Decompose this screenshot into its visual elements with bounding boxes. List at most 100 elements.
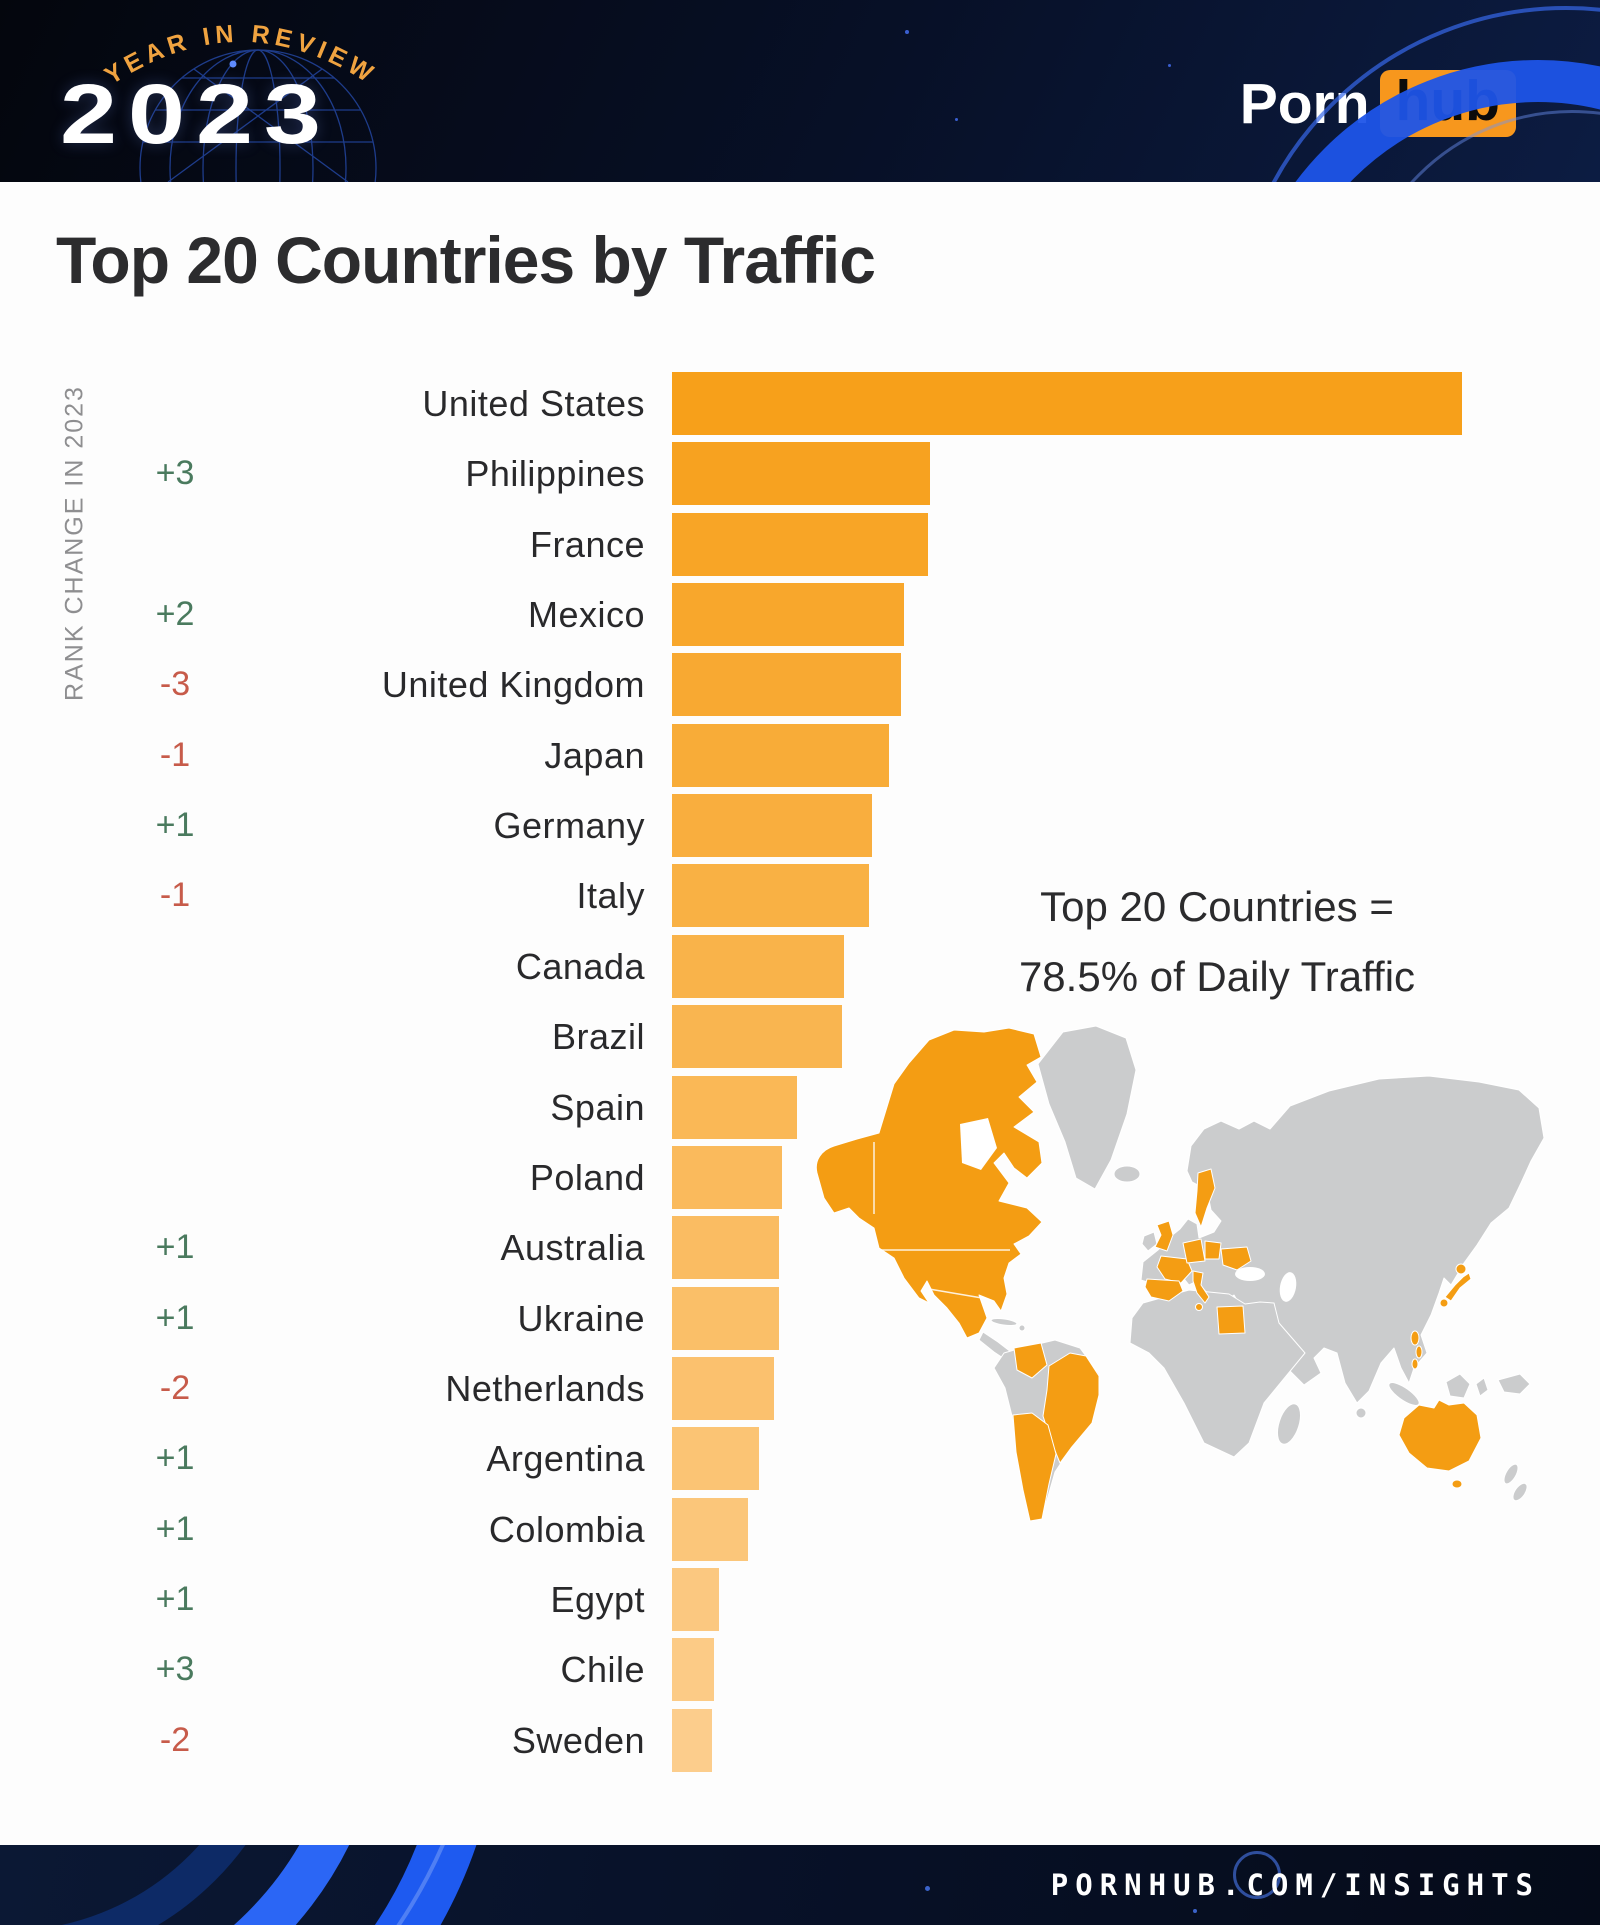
insights-url: PORNHUB.COM/INSIGHTS [1050, 1868, 1540, 1902]
traffic-bar [672, 442, 931, 506]
map-hudson-bay [960, 1118, 997, 1170]
chart-row: +1 Egypt [0, 1567, 1600, 1631]
map-region-philippines [1415, 1345, 1423, 1359]
map-black-sea [1235, 1267, 1265, 1281]
map-region-philippines [1411, 1358, 1419, 1370]
year-in-review-arc: YEAR IN REVIEW [100, 20, 377, 90]
traffic-bar [672, 1075, 797, 1139]
traffic-bar [672, 723, 890, 787]
map-region-italy [1192, 1270, 1210, 1304]
traffic-share-annotation: Top 20 Countries = 78.5% of Daily Traffi… [917, 872, 1517, 1012]
map-region-greenland [1037, 1025, 1137, 1190]
footer-banner: PORNHUB.COM/INSIGHTS [0, 1845, 1600, 1925]
map-region-newzealand-north [1503, 1463, 1519, 1485]
rank-change-value: +1 [155, 1579, 195, 1618]
traffic-bar [672, 1638, 714, 1702]
map-region-cuba [990, 1318, 1018, 1326]
traffic-bar [672, 794, 872, 858]
traffic-bar [672, 864, 869, 928]
traffic-bar [672, 934, 845, 998]
map-region-japan-hokkaido [1455, 1263, 1467, 1275]
map-region-philippines [1410, 1330, 1420, 1346]
country-label: Argentina [486, 1438, 645, 1480]
chart-row: +1 Germany [0, 794, 1600, 858]
map-region-iceland [1113, 1165, 1141, 1183]
chart-row: -1 Japan [0, 723, 1600, 787]
chart-row: +1 Australia [0, 1216, 1600, 1280]
map-region-madagascar [1276, 1403, 1302, 1445]
country-label: Egypt [550, 1578, 645, 1620]
country-label: Sweden [511, 1719, 645, 1761]
traffic-bar [672, 1005, 842, 1069]
country-label: Italy [576, 875, 645, 917]
country-label: Philippines [465, 453, 645, 495]
annotation-line2: 78.5% of Daily Traffic [1018, 953, 1416, 1000]
map-region-newguinea [1497, 1373, 1531, 1395]
traffic-bar [672, 1497, 748, 1561]
country-label: France [529, 523, 645, 565]
map-region-north-america [815, 1027, 1043, 1339]
annotation-line1: Top 20 Countries = [1040, 883, 1394, 930]
bar-rows: United States +3 Philippines France +2 Mexico… [0, 372, 1600, 1782]
map-region-ukraine [1220, 1246, 1252, 1271]
chart-row: -1 Italy [0, 864, 1600, 928]
traffic-bar [672, 1286, 779, 1350]
map-region-sulawesi [1475, 1377, 1489, 1397]
rank-change-value: -2 [159, 1720, 191, 1759]
chart-row: +2 Mexico [0, 583, 1600, 647]
map-caspian-sea [1279, 1272, 1297, 1302]
rank-change-value: +1 [155, 1228, 195, 1267]
traffic-bar [672, 1708, 713, 1772]
rank-change-value: -1 [159, 735, 191, 774]
country-label: United States [422, 383, 645, 424]
chart-row: Canada [0, 934, 1600, 998]
rank-change-value: +3 [155, 454, 195, 493]
chart-row: France [0, 512, 1600, 576]
rank-change-value: +1 [155, 1298, 195, 1337]
country-label: Germany [493, 805, 645, 847]
header-banner: YEAR IN REVIEW 2023 Porn hub [0, 0, 1600, 182]
map-region-srilanka [1355, 1407, 1367, 1419]
country-label: Chile [560, 1649, 645, 1691]
chart-row: +3 Chile [0, 1638, 1600, 1702]
map-region-spain [1144, 1278, 1184, 1302]
map-region-japan-kyushu [1439, 1298, 1449, 1308]
country-label: Spain [550, 1086, 645, 1128]
rank-change-value: -1 [159, 876, 191, 915]
country-label: Australia [500, 1227, 645, 1269]
traffic-bar [672, 372, 1462, 435]
map-region-ireland [1141, 1231, 1158, 1252]
traffic-bar [672, 1427, 759, 1491]
page-title: Top 20 Countries by Traffic [56, 223, 876, 297]
map-us-mexico-border [928, 1288, 989, 1300]
country-label: United Kingdom [381, 664, 645, 706]
country-label: Japan [544, 734, 645, 776]
country-label: Colombia [488, 1508, 645, 1550]
map-region-colombia [1013, 1342, 1048, 1379]
rank-change-value: -3 [159, 665, 191, 704]
country-label: Mexico [527, 594, 645, 636]
map-region-brazil [1042, 1352, 1100, 1464]
chart-row: -2 Sweden [0, 1708, 1600, 1772]
country-label: Poland [529, 1156, 645, 1198]
chart-row: Poland [0, 1145, 1600, 1209]
chart-row: +1 Argentina [0, 1427, 1600, 1491]
map-region-germany-netherlands [1182, 1238, 1206, 1264]
rank-change-value: +2 [155, 595, 195, 634]
rank-change-value: +1 [155, 806, 195, 845]
map-region-poland [1204, 1240, 1222, 1260]
map-region-tasmania [1451, 1479, 1463, 1489]
map-region-sumatra [1388, 1382, 1420, 1406]
world-map [815, 1025, 1545, 1522]
star-dot [955, 118, 958, 121]
country-label: Brazil [551, 1016, 645, 1058]
chart-row: -2 Netherlands [0, 1356, 1600, 1420]
chart-row: +3 Philippines [0, 442, 1600, 506]
map-region-sweden [1194, 1168, 1216, 1228]
traffic-bar [672, 512, 928, 576]
chart-row: -3 United Kingdom [0, 653, 1600, 717]
rank-change-value: +1 [155, 1439, 195, 1478]
country-label: Netherlands [445, 1367, 645, 1409]
traffic-bar [672, 653, 902, 717]
star-dot [1168, 64, 1171, 67]
